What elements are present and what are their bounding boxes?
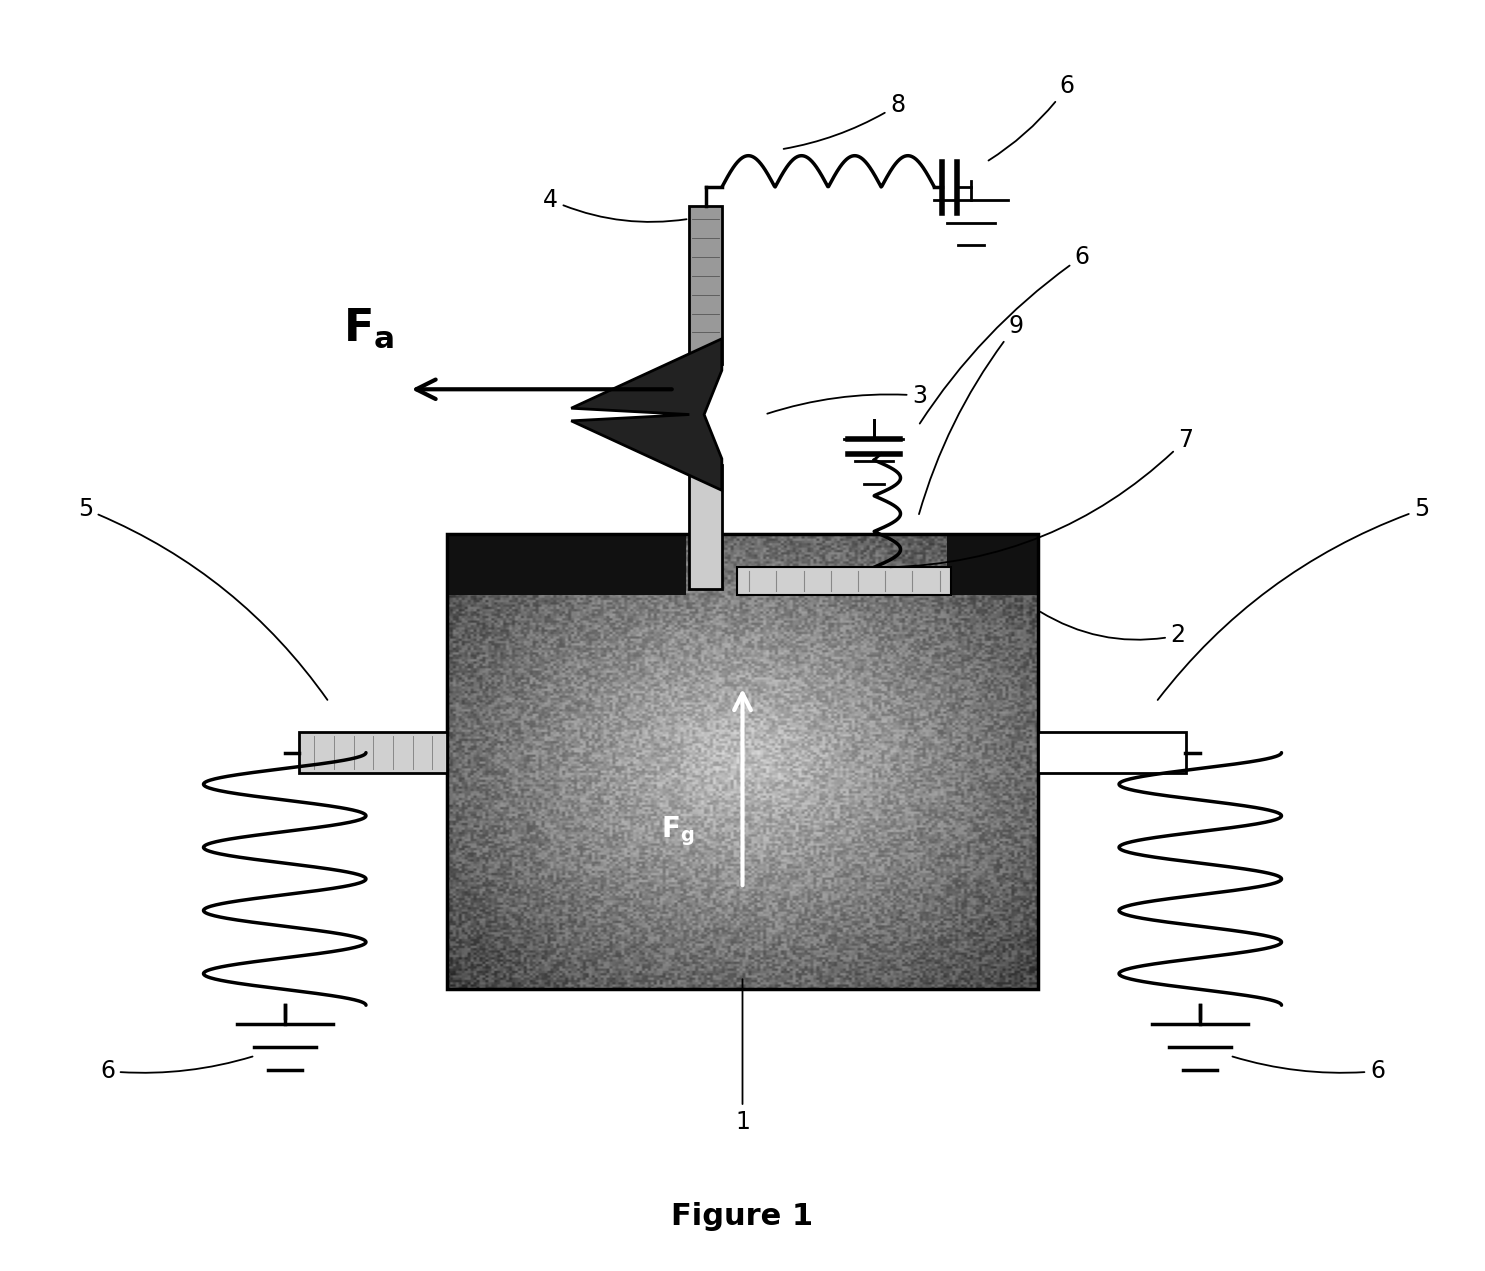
Text: Figure 1: Figure 1: [671, 1202, 814, 1230]
Text: 8: 8: [784, 93, 906, 149]
Text: 5: 5: [1158, 497, 1430, 700]
Text: 6: 6: [1233, 1056, 1386, 1083]
Text: $\mathbf{F_a}$: $\mathbf{F_a}$: [343, 308, 394, 351]
Text: 5: 5: [77, 497, 327, 700]
Bar: [689, 206, 722, 364]
Text: 4: 4: [544, 188, 686, 222]
Bar: [1038, 732, 1185, 773]
Polygon shape: [572, 339, 722, 491]
Bar: [947, 535, 1038, 595]
Text: 1: 1: [735, 979, 750, 1134]
Bar: [738, 567, 952, 595]
Text: 7: 7: [890, 428, 1192, 567]
Bar: [447, 535, 1038, 989]
Bar: [300, 732, 447, 773]
Text: 3: 3: [768, 384, 927, 413]
Text: 2: 2: [1040, 611, 1185, 647]
Text: 6: 6: [989, 74, 1075, 160]
Bar: [689, 465, 722, 588]
Bar: [447, 535, 686, 595]
Text: 6: 6: [99, 1056, 252, 1083]
Text: 9: 9: [919, 314, 1023, 515]
Text: $\mathbf{F_g}$: $\mathbf{F_g}$: [661, 815, 695, 848]
Text: 6: 6: [919, 245, 1090, 423]
